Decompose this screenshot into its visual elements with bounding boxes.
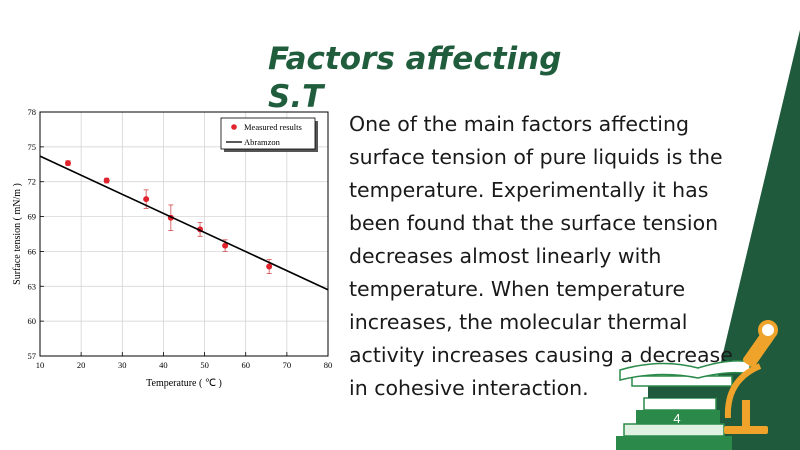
y-tick-label: 60 bbox=[28, 316, 37, 326]
data-point-measured bbox=[143, 196, 150, 203]
plot-frame bbox=[39, 111, 329, 357]
x-tick-label: 20 bbox=[77, 360, 86, 370]
y-tick-label: 72 bbox=[28, 177, 37, 187]
slide-title: Factors affecting S.T bbox=[268, 41, 562, 115]
x-axis-label: Temperature ( ℃ ) bbox=[146, 378, 222, 389]
x-tick-label: 80 bbox=[324, 360, 333, 370]
page-number: 4 bbox=[673, 411, 681, 426]
legend-label-abramzon: Abramzon bbox=[244, 137, 281, 147]
data-point-measured bbox=[64, 160, 71, 167]
corner-illustration bbox=[616, 320, 778, 450]
y-axis-ticks: 57 60 63 66 69 72 75 78 bbox=[28, 107, 44, 361]
x-tick-label: 30 bbox=[118, 360, 127, 370]
legend: Measured results Abramzon bbox=[220, 117, 318, 152]
book-stack-icon bbox=[616, 360, 751, 450]
slide-body-text: One of the main factors affecting surfac… bbox=[349, 112, 733, 400]
series-layer bbox=[39, 155, 329, 291]
x-tick-label: 10 bbox=[36, 360, 45, 370]
green-diagonal-stripe bbox=[700, 30, 800, 450]
legend-label-measured: Measured results bbox=[244, 122, 302, 132]
x-tick-label: 70 bbox=[283, 360, 292, 370]
y-tick-label: 75 bbox=[28, 142, 37, 152]
y-tick-label: 57 bbox=[28, 351, 37, 361]
y-tick-label: 78 bbox=[28, 107, 37, 117]
x-tick-label: 60 bbox=[241, 360, 250, 370]
y-tick-label: 63 bbox=[28, 281, 37, 291]
data-point-measured bbox=[266, 263, 273, 270]
y-tick-label: 66 bbox=[28, 246, 37, 256]
y-axis-label: Surface tension ( mN/m ) bbox=[12, 183, 23, 285]
x-axis-ticks: 10 20 30 40 50 60 70 80 bbox=[36, 352, 333, 370]
data-point-measured bbox=[222, 242, 229, 249]
chart-grid bbox=[40, 112, 328, 356]
data-point-measured bbox=[103, 177, 110, 184]
legend-marker-measured bbox=[231, 124, 237, 130]
microscope-icon bbox=[724, 320, 778, 434]
surface-tension-chart: 10 20 30 40 50 60 70 80 57 60 63 66 69 72 75 78 Measur… bbox=[12, 107, 333, 389]
chart-container: 10 20 30 40 50 60 70 80 57 60 63 66 69 72 75 78 Measur… bbox=[8, 100, 344, 400]
x-tick-label: 50 bbox=[200, 360, 209, 370]
series-line-abramzon bbox=[39, 155, 329, 291]
y-tick-label: 69 bbox=[28, 212, 37, 222]
legend-box bbox=[220, 117, 316, 150]
x-tick-label: 40 bbox=[159, 360, 168, 370]
